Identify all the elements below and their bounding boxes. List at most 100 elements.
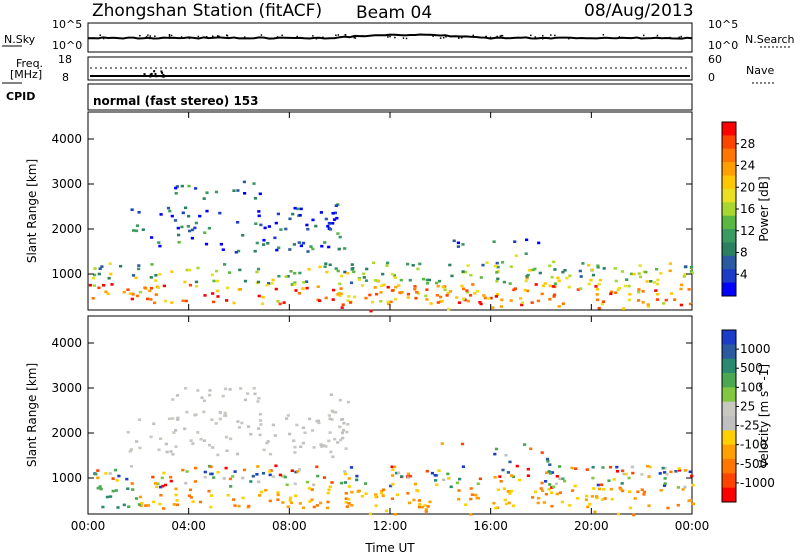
echo-cell (425, 288, 429, 291)
echo-cell (152, 422, 156, 425)
echo-cell (175, 185, 179, 188)
echo-cell (320, 244, 324, 248)
echo-cell (148, 289, 152, 293)
nsearch-dot (445, 36, 447, 38)
echo-cell (439, 295, 443, 299)
echo-cell (232, 189, 236, 192)
echo-cell (175, 394, 180, 397)
echo-cell (457, 301, 461, 304)
echo-cell (462, 297, 466, 301)
echo-cell (129, 448, 133, 451)
echo-cell (443, 288, 447, 292)
nsearch-dot (656, 34, 659, 37)
echo-cell (243, 279, 248, 283)
nsearch-dot (217, 35, 219, 37)
echo-cell (224, 435, 229, 439)
echo-cell (184, 481, 188, 485)
echo-cell (344, 472, 348, 476)
echo-cell (175, 503, 180, 507)
echo-cell (268, 470, 272, 473)
echo-cell (130, 208, 134, 211)
echo-cell (347, 502, 351, 505)
echo-cell (214, 422, 218, 425)
colorbar-segment (722, 358, 736, 374)
echo-cell (554, 482, 558, 485)
echo-cell (238, 268, 242, 272)
colorbar-segment (722, 330, 736, 345)
echo-cell (328, 228, 333, 231)
echo-cell (253, 249, 257, 253)
echo-cell (281, 501, 285, 504)
echo-cell (259, 490, 264, 494)
echo-cell (394, 285, 398, 289)
echo-cell (625, 278, 629, 281)
echo-cell (246, 392, 250, 395)
echo-cell (393, 465, 397, 469)
echo-cell (288, 499, 292, 502)
echo-cell (203, 294, 207, 297)
echo-cell (641, 301, 645, 304)
nsearch-dot (335, 34, 337, 36)
echo-cell (539, 487, 543, 490)
echo-cell (328, 485, 332, 489)
echo-cell (353, 295, 357, 299)
echo-cell (210, 273, 214, 277)
echo-cell (126, 288, 130, 291)
echo-cell (221, 248, 225, 251)
echo-cell (465, 289, 469, 292)
echo-cell (243, 398, 247, 402)
echo-cell (211, 292, 215, 295)
echo-cell (590, 495, 594, 498)
y-tick-label: 4000 (51, 132, 82, 146)
echo-cell (528, 269, 532, 272)
nsky-tick-bottom: 10^0 (52, 39, 82, 52)
echo-cell (212, 476, 216, 479)
echo-cell (687, 288, 691, 291)
echo-cell (284, 227, 288, 231)
nsearch-dot (180, 36, 183, 38)
echo-cell (309, 245, 313, 248)
echo-cell (621, 469, 625, 473)
echo-cell (690, 271, 694, 275)
nsearch-dot (669, 36, 671, 39)
echo-cell (297, 468, 301, 471)
echo-cell (289, 270, 293, 273)
echo-cell (681, 488, 685, 491)
echo-cell (622, 472, 626, 476)
nsearch-dot (458, 37, 460, 39)
echo-cell (216, 471, 220, 474)
echo-cell (546, 460, 550, 463)
echo-cell (166, 206, 171, 210)
echo-cell (510, 474, 514, 477)
echo-cell (187, 184, 191, 188)
echo-cell (288, 248, 292, 251)
echo-cell (638, 264, 642, 267)
echo-cell (525, 289, 530, 293)
y-tick-label: 2000 (51, 426, 82, 440)
echo-cell (390, 272, 394, 276)
echo-cell (308, 500, 312, 503)
echo-cell (471, 283, 475, 286)
echo-cell (533, 267, 537, 271)
echo-cell (597, 282, 601, 286)
echo-cell (596, 264, 600, 267)
nsearch-dot (145, 36, 148, 38)
echo-cell (435, 483, 439, 486)
echo-cell (345, 505, 349, 508)
echo-cell (487, 297, 491, 300)
echo-cell (174, 487, 178, 491)
echo-cell (338, 294, 342, 297)
echo-cell (288, 496, 293, 500)
echo-cell (529, 447, 533, 451)
nsearch-dot (353, 36, 355, 39)
colorbar: 1000 500 100 25 -25 -100 -500 -1000 Velocity [m … (721, 329, 775, 503)
echo-cell (223, 411, 227, 415)
nsearch-dot (315, 38, 318, 40)
y-axis-label: Slant Range [km] (25, 159, 39, 263)
echo-cell (138, 446, 142, 450)
echo-cell (570, 466, 574, 470)
echo-cell (180, 225, 184, 229)
echo-cell (293, 206, 297, 210)
echo-cell (412, 498, 416, 502)
colorbar-segment (722, 255, 736, 270)
